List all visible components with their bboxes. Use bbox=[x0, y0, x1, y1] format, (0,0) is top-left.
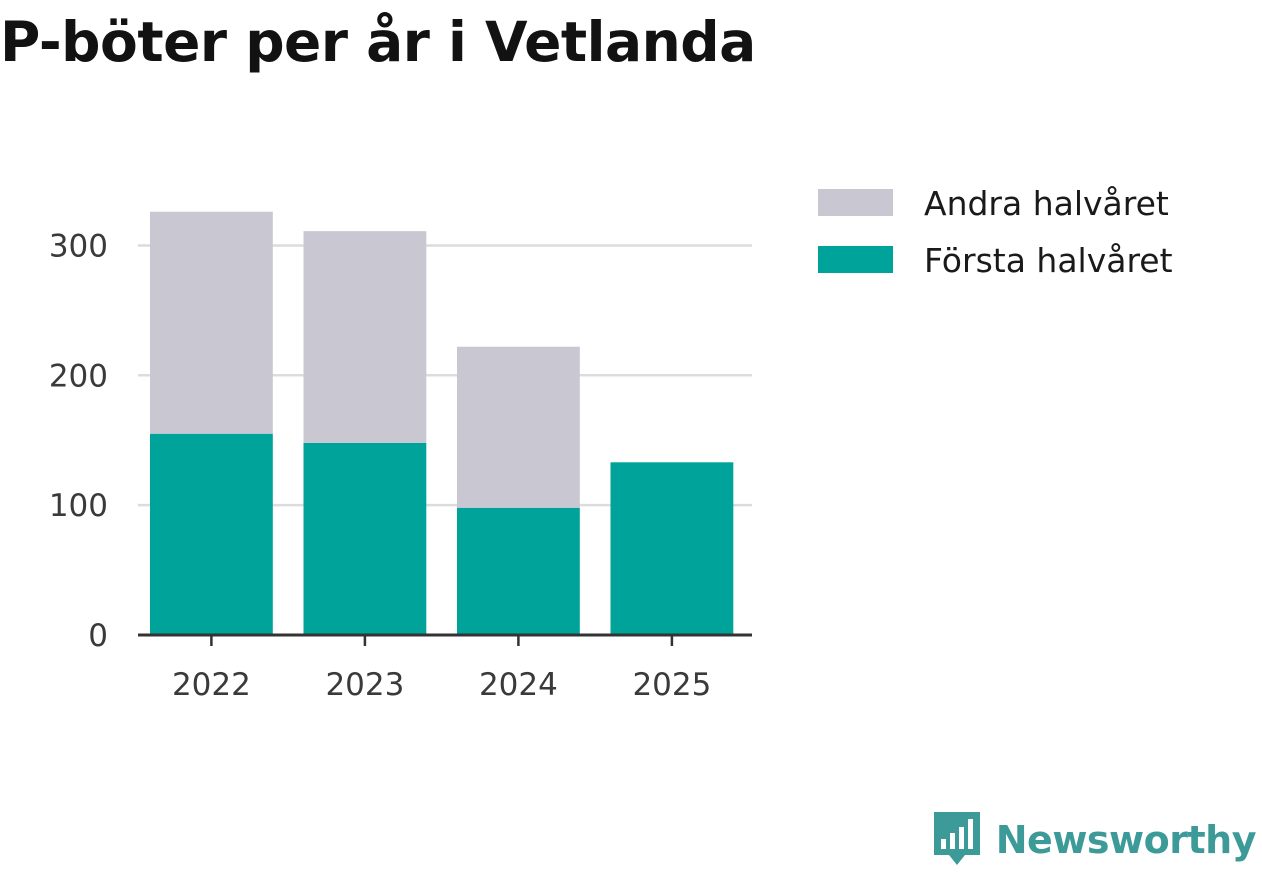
brand-name: Newsworthy bbox=[995, 818, 1257, 862]
axes: 0 100 200 300 2022 2023 2024 2025 bbox=[49, 228, 752, 703]
y-tick-label-100: 100 bbox=[49, 488, 108, 524]
x-tick-label-2025: 2025 bbox=[632, 667, 711, 703]
legend-label-andra-halvaret: Andra halvåret bbox=[924, 184, 1169, 223]
bar-forsta-halvaret-2022 bbox=[150, 433, 273, 635]
bar-andra-halvaret-2023 bbox=[303, 231, 427, 443]
bar-forsta-halvaret-2025 bbox=[610, 462, 734, 635]
bar-andra-halvaret-2024 bbox=[457, 346, 580, 508]
newsworthy-brand: Newsworthy bbox=[932, 809, 1257, 871]
legend-label-forsta-halvaret: Första halvåret bbox=[924, 241, 1173, 280]
bar-forsta-halvaret-2024 bbox=[457, 507, 580, 635]
x-tick-label-2022: 2022 bbox=[172, 667, 251, 703]
bars bbox=[150, 211, 734, 635]
x-tick-label-2024: 2024 bbox=[479, 667, 558, 703]
x-tick-label-2023: 2023 bbox=[325, 667, 404, 703]
bar-forsta-halvaret-2023 bbox=[303, 442, 427, 635]
legend: Andra halvåret Första halvåret bbox=[818, 184, 1173, 280]
legend-swatch-forsta-halvaret bbox=[818, 246, 893, 273]
y-tick-label-200: 200 bbox=[49, 358, 108, 394]
bar-andra-halvaret-2022 bbox=[150, 211, 273, 434]
y-tick-label-300: 300 bbox=[49, 228, 108, 264]
newsworthy-logo-icon bbox=[932, 809, 982, 871]
y-tick-label-0: 0 bbox=[88, 618, 108, 654]
chart-title: P-böter per år i Vetlanda bbox=[0, 10, 756, 74]
legend-swatch-andra-halvaret bbox=[818, 189, 893, 216]
